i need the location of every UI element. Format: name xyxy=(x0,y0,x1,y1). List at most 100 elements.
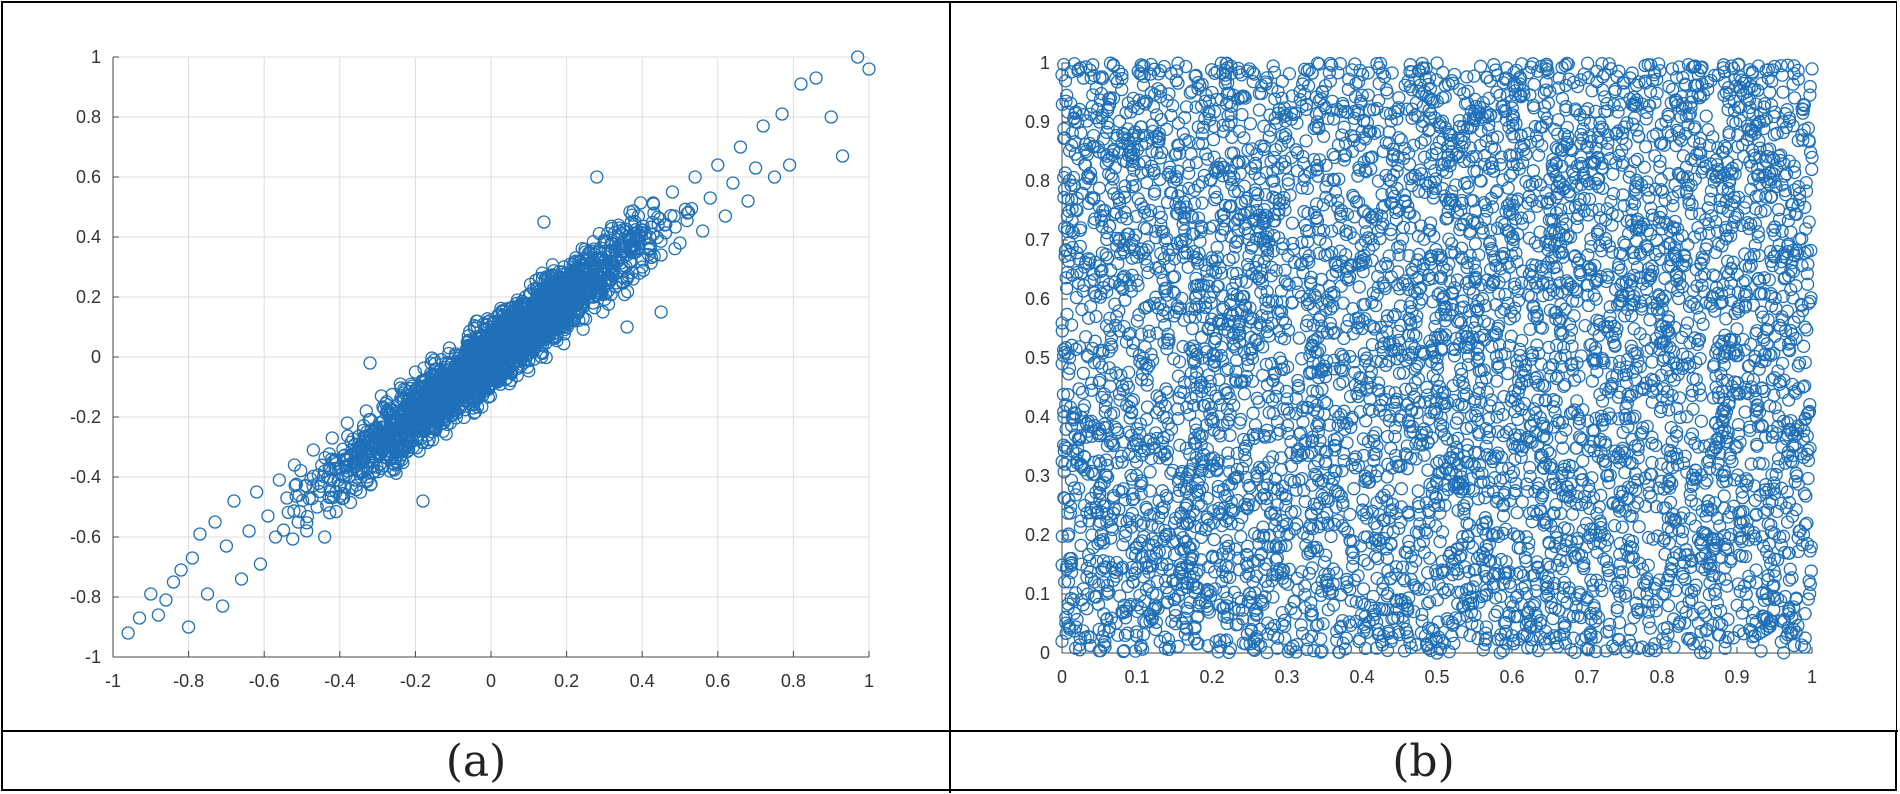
filler-point xyxy=(388,433,403,447)
filler-point xyxy=(461,335,476,349)
filler-point xyxy=(1099,319,1114,333)
filler-point xyxy=(492,355,507,370)
data-point xyxy=(733,140,748,154)
filler-point xyxy=(1762,550,1776,564)
filler-point xyxy=(1565,357,1579,371)
filler-point xyxy=(478,322,492,336)
filler-point xyxy=(1468,113,1482,128)
filler-point xyxy=(1523,469,1537,484)
filler-point xyxy=(1684,585,1699,599)
filler-point xyxy=(577,261,592,275)
filler-point xyxy=(1600,142,1614,157)
data-point xyxy=(174,563,188,577)
data-point xyxy=(597,233,612,247)
filler-point xyxy=(1265,393,1280,407)
filler-point xyxy=(1259,293,1273,307)
filler-point xyxy=(1700,639,1714,653)
x-tick-label: 0.6 xyxy=(705,671,730,691)
filler-point xyxy=(1273,423,1287,437)
filler-point xyxy=(1672,125,1686,139)
filler-point xyxy=(1530,555,1544,569)
filler-point xyxy=(1452,120,1467,134)
data-point xyxy=(851,50,865,64)
data-point xyxy=(427,353,441,367)
filler-point xyxy=(1161,327,1175,341)
data-point xyxy=(200,587,215,601)
filler-point xyxy=(462,358,477,373)
filler-point xyxy=(362,445,377,459)
filler-point xyxy=(619,222,634,236)
filler-point xyxy=(1240,539,1255,553)
filler-point xyxy=(1103,56,1118,70)
filler-point xyxy=(1141,265,1155,280)
filler-point xyxy=(1151,520,1165,534)
data-point xyxy=(601,284,615,298)
filler-point xyxy=(470,352,484,366)
filler-point xyxy=(1543,279,1558,294)
x-tick-label: 0 xyxy=(486,671,496,691)
filler-point xyxy=(431,397,445,411)
data-point xyxy=(476,317,491,331)
filler-point xyxy=(1491,360,1505,375)
filler-point xyxy=(425,351,439,365)
data-point xyxy=(144,587,158,601)
filler-point xyxy=(306,469,321,483)
data-point xyxy=(219,539,234,553)
filler-point xyxy=(1796,133,1810,147)
filler-point xyxy=(567,314,582,328)
filler-point xyxy=(1319,180,1333,194)
filler-point xyxy=(1314,475,1328,490)
filler-point xyxy=(1645,259,1659,273)
filler-point xyxy=(1754,644,1768,658)
filler-point xyxy=(1326,172,1340,187)
data-point xyxy=(325,431,339,445)
filler-point xyxy=(1187,197,1202,211)
filler-point xyxy=(1494,589,1508,604)
filler-point xyxy=(1598,90,1612,104)
data-points xyxy=(121,50,876,640)
filler-point xyxy=(1787,59,1801,73)
data-point xyxy=(208,515,222,529)
filler-point xyxy=(1653,404,1668,419)
filler-point xyxy=(1478,637,1492,651)
filler-point xyxy=(1438,78,1452,93)
filler-point xyxy=(564,292,579,306)
filler-point xyxy=(1514,211,1529,225)
data-point xyxy=(643,230,657,244)
data-point xyxy=(431,410,445,424)
data-point xyxy=(121,626,135,640)
filler-point xyxy=(342,470,356,484)
filler-point xyxy=(1693,137,1707,151)
data-point xyxy=(359,404,373,418)
filler-point xyxy=(1531,643,1545,658)
data-point xyxy=(340,416,355,430)
data-point xyxy=(688,170,702,184)
filler-point xyxy=(1198,111,1212,126)
y-tick-label: -0.8 xyxy=(70,587,101,607)
filler-point xyxy=(397,420,411,435)
filler-point xyxy=(1693,388,1708,402)
data-point xyxy=(488,338,502,352)
filler-point xyxy=(1332,487,1346,501)
filler-point xyxy=(1143,67,1158,81)
filler-point xyxy=(1685,388,1699,403)
filler-point xyxy=(1653,252,1668,266)
filler-point xyxy=(1585,471,1599,485)
filler-point xyxy=(1285,216,1300,230)
data-point xyxy=(518,344,532,358)
filler-point xyxy=(1692,381,1706,396)
filler-point xyxy=(1147,187,1162,201)
filler-point xyxy=(1543,172,1557,186)
y-tick-label: -0.2 xyxy=(70,407,101,427)
data-point xyxy=(775,107,789,121)
filler-point xyxy=(1148,184,1162,198)
filler-point xyxy=(1755,530,1769,544)
data-point xyxy=(541,302,555,316)
filler-point xyxy=(1709,269,1723,284)
filler-point xyxy=(1092,622,1106,637)
filler-point xyxy=(488,329,503,344)
data-point xyxy=(181,620,196,634)
data-point xyxy=(748,161,763,175)
data-point xyxy=(794,77,808,91)
filler-point xyxy=(1801,257,1815,271)
